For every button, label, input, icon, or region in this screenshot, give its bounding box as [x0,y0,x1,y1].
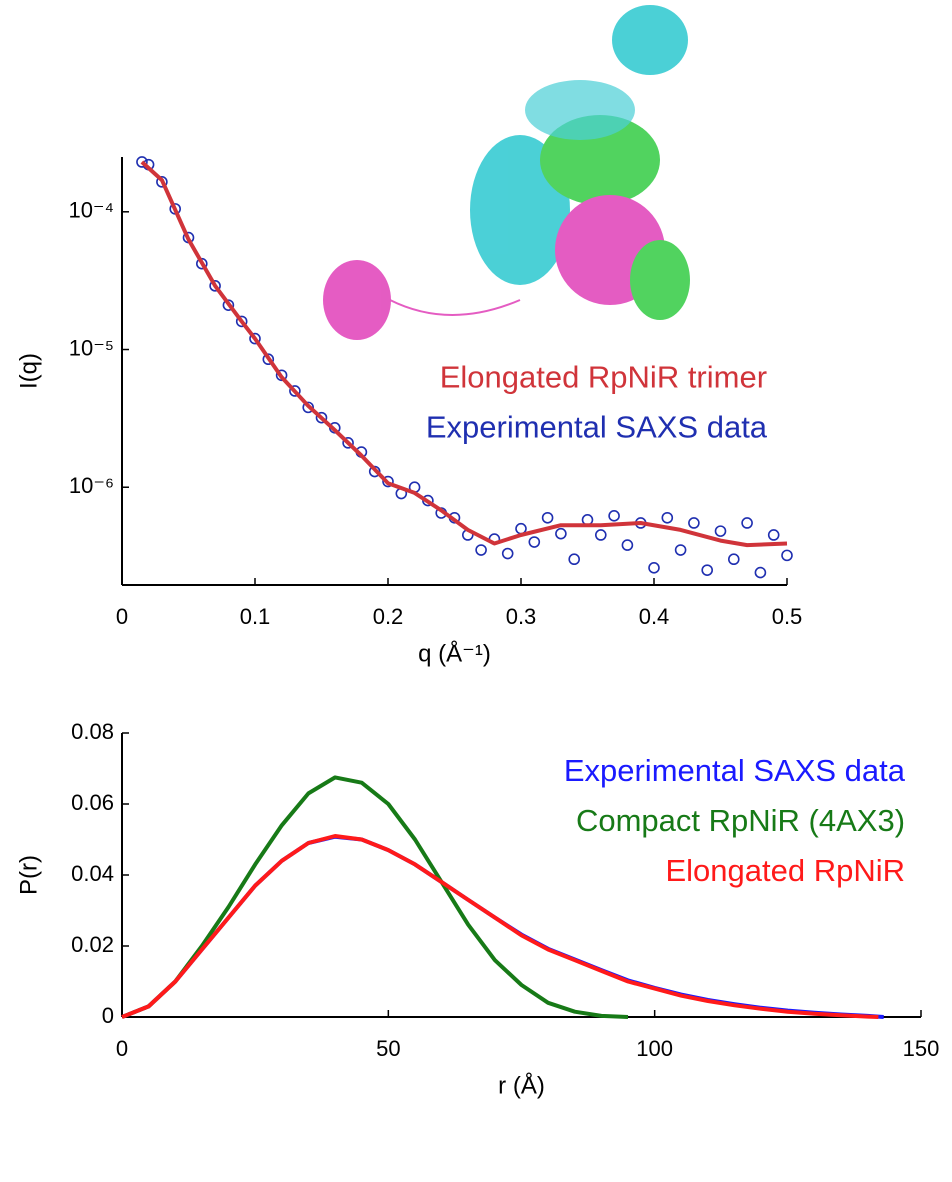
data-point [648,561,660,574]
y-tick-label: 0.02 [71,932,114,957]
data-point [501,547,514,560]
y-axis-label: I(q) [15,353,42,389]
series-line [121,775,629,1019]
data-point [555,527,567,540]
x-tick-label: 0 [116,604,128,629]
data-point [289,385,301,397]
x-tick-label: 0 [116,1036,128,1061]
y-tick-label: 0.08 [71,719,114,744]
data-point [594,529,607,541]
x-tick-label: 0.2 [373,604,404,629]
data-point [275,369,288,382]
y-tick-label: 10⁻⁶ [69,473,114,498]
data-point [714,525,727,537]
legend-entry: Elongated RpNiR [665,853,905,888]
y-tick-label: 0.04 [71,861,114,886]
x-tick-label: 0.3 [506,604,537,629]
x-tick-label: 0.1 [240,604,271,629]
data-point [568,553,581,566]
data-point [661,511,674,524]
data-point [541,511,554,524]
series-line [121,834,879,1019]
x-tick-label: 0.4 [639,604,670,629]
x-tick-label: 50 [376,1036,400,1061]
data-point [674,544,687,556]
legend-entry: Compact RpNiR (4AX3) [576,803,905,838]
x-axis-label: q (Å⁻¹) [418,639,491,667]
data-point [767,529,780,541]
data-point [209,280,221,292]
data-point [741,517,753,529]
data-point [342,437,354,449]
x-tick-label: 100 [636,1036,673,1061]
legend-entry: Elongated RpNiR trimer [440,360,767,395]
data-point [262,353,275,366]
data-point [781,549,793,562]
data-point [727,553,740,566]
data-point [156,176,168,188]
data-point [754,566,767,579]
x-tick-label: 150 [903,1036,940,1061]
data-point [688,517,700,529]
data-point [222,299,235,311]
data-point [315,411,328,424]
y-tick-label: 0 [102,1003,114,1028]
y-tick-label: 10⁻⁴ [68,198,114,223]
series-line [140,160,788,548]
data-point [608,510,620,522]
x-tick-label: 0.5 [772,604,803,629]
data-point [528,536,541,548]
legend-entry: Experimental SAXS data [564,753,906,788]
data-point [621,539,634,551]
data-point [475,544,487,556]
protein-structure [323,5,690,340]
data-point [382,475,394,488]
y-axis-label: P(r) [15,855,42,895]
y-tick-label: 10⁻⁵ [69,335,114,360]
x-axis-label: r (Å) [498,1071,545,1099]
data-point [302,401,315,414]
y-tick-label: 0.06 [71,790,114,815]
data-point [235,315,248,328]
data-point [701,564,714,576]
legend-entry: Experimental SAXS data [426,410,768,445]
data-point [249,332,261,345]
data-point [136,156,148,168]
